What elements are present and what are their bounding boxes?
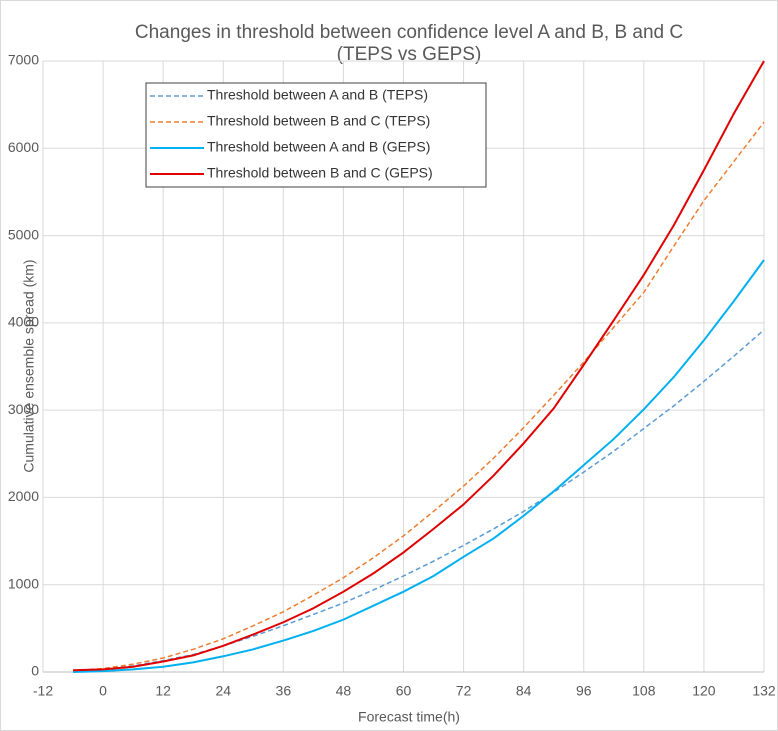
chart-title: Changes in threshold between confidence … xyxy=(135,22,683,43)
y-tick-label: 3000 xyxy=(8,401,39,417)
x-tick-label: 96 xyxy=(576,683,592,699)
y-tick-label: 5000 xyxy=(8,226,39,242)
series-line xyxy=(73,60,765,672)
legend-label: Threshold between B and C (GEPS) xyxy=(207,165,433,181)
x-tick-label: 132 xyxy=(752,683,776,699)
legend-label: Threshold between B and C (TEPS) xyxy=(207,113,430,129)
series-line xyxy=(73,259,765,673)
x-tick-label: 84 xyxy=(516,683,532,699)
x-tick-label: 108 xyxy=(632,683,656,699)
y-axis-label: Cumulative ensemble spread (km) xyxy=(21,259,37,472)
x-tick-label: 36 xyxy=(276,683,292,699)
y-tick-label: 2000 xyxy=(8,488,39,504)
x-axis-label: Forecast time(h) xyxy=(358,709,460,725)
x-tick-label: -12 xyxy=(33,683,53,699)
x-tick-label: 120 xyxy=(692,683,716,699)
series-line xyxy=(72,121,765,672)
y-tick-label: 7000 xyxy=(8,52,39,68)
x-tick-label: 60 xyxy=(396,683,412,699)
chart-title: (TEPS vs GEPS) xyxy=(337,44,482,65)
y-tick-label: 6000 xyxy=(8,139,39,155)
x-tick-label: 72 xyxy=(456,683,472,699)
x-tick-label: 0 xyxy=(99,683,107,699)
x-tick-label: 48 xyxy=(336,683,352,699)
legend-label: Threshold between A and B (GEPS) xyxy=(207,139,430,155)
y-tick-label: 1000 xyxy=(8,575,39,591)
x-tick-label: 12 xyxy=(155,683,171,699)
legend-box xyxy=(145,82,487,188)
x-tick-label: 24 xyxy=(215,683,231,699)
legend-label: Threshold between A and B (TEPS) xyxy=(207,87,428,103)
legend: Threshold between A and B (TEPS) Threshol… xyxy=(145,82,487,188)
y-tick-label: 0 xyxy=(31,663,39,679)
y-tick-label: 4000 xyxy=(8,314,39,330)
